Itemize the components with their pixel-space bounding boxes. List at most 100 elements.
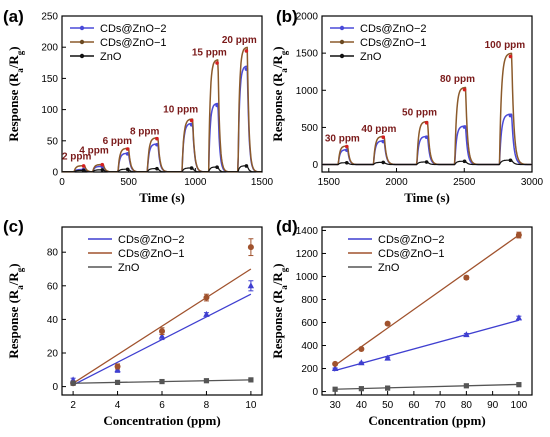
y-tick-label: 400 <box>301 341 318 352</box>
concentration-annotation: 6 ppm <box>103 136 133 147</box>
y-axis-label-part: ) <box>270 46 285 50</box>
data-point <box>516 382 522 388</box>
peak-marker <box>344 144 349 149</box>
x-tick-label: 0 <box>59 177 65 188</box>
peak-marker <box>100 168 105 172</box>
y-axis-label-part: Response (R <box>6 72 21 142</box>
peak-marker <box>381 135 386 139</box>
concentration-annotation: 100 ppm <box>485 40 526 51</box>
peak-marker <box>155 166 159 171</box>
legend-marker <box>339 39 345 45</box>
data-point <box>358 386 364 392</box>
y-tick-label: 0 <box>52 168 58 179</box>
data-point <box>384 354 391 361</box>
y-axis-label-part: a <box>279 68 289 73</box>
peak-marker <box>344 160 349 165</box>
concentration-annotation: 40 ppm <box>361 124 396 135</box>
y-tick-label: 1200 <box>296 249 319 260</box>
peak-marker <box>462 87 467 92</box>
y-axis-label: Response (Ra/Rg) <box>6 46 25 141</box>
peak-marker <box>508 54 513 59</box>
x-tick-label: 6 <box>159 400 165 411</box>
data-point <box>203 294 210 301</box>
y-axis-label-part: Response (R <box>270 72 285 142</box>
y-tick-label: 200 <box>41 43 58 54</box>
legend: CDs@ZnO−2 CDs@ZnO−1 ZnO <box>348 234 445 274</box>
x-tick-label: 10 <box>245 400 257 411</box>
legend: CDs@ZnO−2 CDs@ZnO−1 ZnO <box>88 234 185 274</box>
concentration-annotation: 4 ppm <box>79 145 109 156</box>
concentration-annotation: 8 ppm <box>130 127 160 138</box>
panel-label: (c) <box>3 217 24 236</box>
x-tick-label: 4 <box>115 400 121 411</box>
peak-marker <box>424 120 429 125</box>
y-tick-label: 0 <box>312 160 318 171</box>
y-axis-label-part: a <box>279 285 289 290</box>
data-point <box>248 377 254 383</box>
x-tick-label: 1500 <box>318 177 341 188</box>
legend-label: CDs@ZnO−1 <box>118 248 185 260</box>
data-point <box>70 380 76 386</box>
y-tick-label: 40 <box>47 315 59 326</box>
data-point <box>515 314 523 321</box>
y-tick-label: 1400 <box>296 226 319 237</box>
y-axis-label-part: g <box>279 50 289 55</box>
concentration-annotation: 2 ppm <box>62 152 92 163</box>
data-point <box>114 379 121 385</box>
panel-label: (d) <box>276 217 298 236</box>
x-tick-label: 3000 <box>521 177 544 188</box>
data-point <box>463 331 470 338</box>
data-point <box>358 359 365 366</box>
x-tick-label: 8 <box>204 400 210 411</box>
y-tick-label: 0 <box>312 387 318 398</box>
peak-marker <box>125 147 130 151</box>
data-point <box>515 232 522 239</box>
x-axis-label: Time (s) <box>404 190 450 205</box>
x-tick-label: 1000 <box>184 177 207 188</box>
data-point <box>203 378 210 384</box>
y-tick-label: 150 <box>41 74 58 85</box>
peak-marker <box>424 135 429 139</box>
fit-line-1 <box>333 234 520 367</box>
y-tick-label: 60 <box>47 281 59 292</box>
x-tick-label: 2 <box>70 400 76 411</box>
concentration-annotation: 80 ppm <box>440 74 475 85</box>
peak-marker <box>462 159 467 164</box>
data-point <box>358 345 365 352</box>
legend-label: ZnO <box>360 51 382 63</box>
y-axis-label-part: g <box>279 267 289 272</box>
y-axis-label-part: ) <box>6 263 21 267</box>
x-tick-label: 50 <box>382 400 394 411</box>
panel-c: (c) 2 4 6 8 10 0 20 40 60 80 Concentration (ppm) Res… <box>3 217 263 428</box>
peak-marker <box>244 49 249 53</box>
y-axis-label-part: /R <box>270 272 285 287</box>
data-point <box>463 383 469 389</box>
legend-label: CDs@ZnO−1 <box>378 248 445 260</box>
legend-label: ZnO <box>100 51 122 63</box>
data-point <box>247 244 254 251</box>
data-point <box>384 320 391 327</box>
y-tick-label: 80 <box>47 248 59 259</box>
panel-label: (a) <box>3 7 24 26</box>
peak-marker <box>381 160 386 165</box>
y-tick-label: 500 <box>301 123 318 134</box>
data-point <box>247 282 255 289</box>
y-axis-label-part: g <box>15 267 25 272</box>
legend-label: CDs@ZnO−2 <box>118 234 185 246</box>
x-tick-label: 90 <box>487 400 499 411</box>
fit-line-0 <box>333 319 520 372</box>
y-tick-label: 100 <box>41 105 58 116</box>
data-point <box>158 332 166 339</box>
plot-frame <box>321 15 533 173</box>
y-axis-label-part: ) <box>6 46 21 50</box>
data-point <box>114 363 121 370</box>
peak-marker <box>462 125 467 129</box>
x-tick-label: 2000 <box>385 177 408 188</box>
y-tick-label: 50 <box>47 136 59 147</box>
x-tick-label: 100 <box>511 400 528 411</box>
y-tick-label: 0 <box>52 382 58 393</box>
data-point <box>159 378 165 385</box>
peak-marker <box>155 136 159 141</box>
peak-marker <box>508 113 513 118</box>
concentration-annotation: 20 ppm <box>222 35 257 46</box>
